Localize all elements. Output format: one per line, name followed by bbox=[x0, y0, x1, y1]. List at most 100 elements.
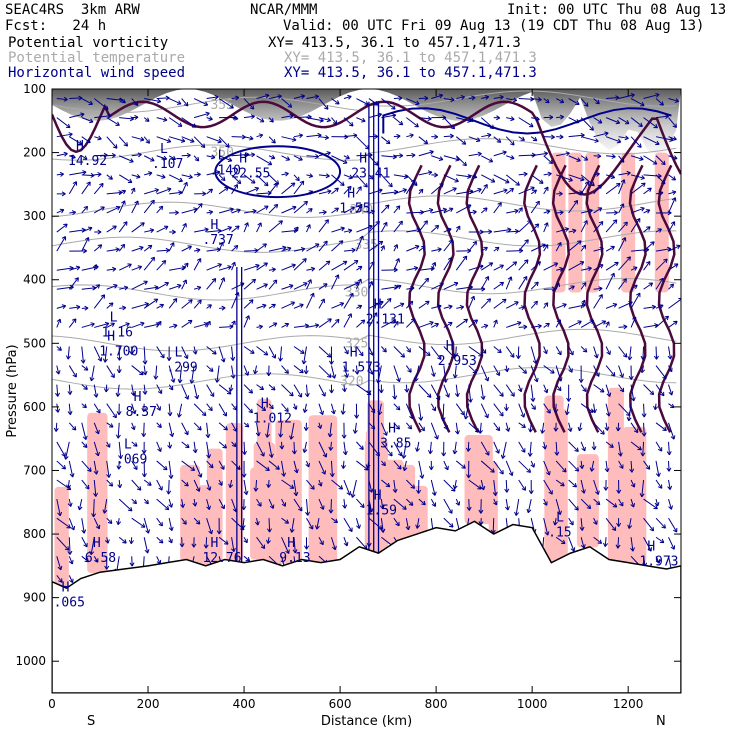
wind-arrow-head bbox=[162, 155, 168, 161]
wind-arrow-head bbox=[428, 207, 434, 213]
wind-arrow-head bbox=[661, 524, 666, 529]
wind-arrow bbox=[78, 498, 83, 510]
wind-arrow-head bbox=[344, 373, 349, 378]
wind-arrow bbox=[568, 240, 582, 252]
wind-arrow-head bbox=[567, 427, 573, 432]
wind-arrow bbox=[306, 95, 319, 100]
wind-arrow bbox=[118, 498, 133, 512]
wind-arrow bbox=[331, 260, 348, 271]
wind-arrow-head bbox=[307, 279, 312, 284]
wind-arrow bbox=[655, 384, 665, 397]
wind-arrow bbox=[580, 346, 588, 353]
wind-arrow bbox=[443, 282, 459, 290]
wind-arrow-head bbox=[345, 154, 350, 160]
wind-arrow-head bbox=[386, 297, 392, 303]
wind-arrow bbox=[318, 174, 330, 177]
wind-arrow-head bbox=[289, 484, 295, 489]
wind-arrow-head bbox=[61, 464, 67, 470]
wind-arrow bbox=[443, 174, 459, 183]
wind-arrow bbox=[405, 518, 409, 530]
wind-arrow-head bbox=[612, 219, 618, 224]
wind-arrow bbox=[668, 117, 677, 128]
wind-arrow bbox=[144, 98, 161, 103]
wind-arrow-head bbox=[284, 369, 289, 374]
wind-arrow-head bbox=[600, 430, 605, 435]
wind-arrow-head bbox=[557, 242, 562, 247]
wind-arrow-head bbox=[178, 190, 183, 196]
wind-arrow-head bbox=[598, 286, 603, 292]
wind-arrow bbox=[81, 384, 88, 390]
wind-arrow-head bbox=[180, 503, 186, 508]
wind-arrow bbox=[243, 98, 255, 110]
wind-arrow bbox=[568, 346, 574, 356]
wind-arrow-head bbox=[619, 203, 625, 208]
wind-arrow-head bbox=[66, 484, 72, 489]
wind-arrow bbox=[143, 537, 149, 554]
wind-arrow-head bbox=[357, 203, 363, 209]
wind-arrow bbox=[193, 323, 208, 328]
wind-arrow bbox=[456, 174, 472, 178]
wind-arrow bbox=[580, 136, 599, 142]
wind-arrow-head bbox=[662, 426, 667, 432]
wind-arrow bbox=[593, 247, 604, 252]
wind-arrow-head bbox=[265, 433, 270, 438]
wind-arrow bbox=[256, 192, 272, 195]
wind-arrow-head bbox=[647, 187, 652, 192]
wind-arrow-head bbox=[321, 470, 326, 475]
wind-arrow-head bbox=[469, 117, 474, 123]
wind-arrow-head bbox=[520, 413, 526, 418]
wind-arrow bbox=[168, 518, 173, 531]
wind-arrow bbox=[181, 279, 187, 290]
wind-arrow-head bbox=[157, 320, 162, 326]
wind-arrow-head bbox=[595, 490, 600, 495]
wind-arrow bbox=[643, 384, 654, 395]
wind-arrow-head bbox=[57, 346, 62, 351]
wind-arrow-head bbox=[544, 222, 549, 227]
wind-arrow-head bbox=[539, 179, 544, 184]
wind-arrow-head bbox=[542, 445, 548, 450]
wind-arrow bbox=[318, 460, 326, 475]
extremum-value: 14.92 bbox=[68, 154, 107, 169]
extremum-marker: L bbox=[124, 438, 132, 453]
wind-arrow-head bbox=[657, 228, 662, 233]
wind-arrow-head bbox=[670, 221, 676, 226]
wind-arrow-head bbox=[478, 429, 483, 434]
wind-arrow-head bbox=[317, 482, 323, 487]
wind-arrow bbox=[593, 98, 600, 105]
wind-arrow bbox=[131, 98, 139, 106]
wind-arrow-head bbox=[83, 542, 88, 548]
wind-arrow-head bbox=[260, 544, 266, 550]
wind-arrow bbox=[643, 498, 658, 510]
wind-arrow bbox=[266, 422, 270, 438]
wind-arrow-head bbox=[560, 481, 565, 487]
wind-arrow bbox=[218, 479, 223, 486]
wind-arrow-head bbox=[416, 227, 421, 233]
wind-arrow bbox=[668, 298, 681, 309]
wind-arrow bbox=[568, 422, 572, 432]
wind-arrow bbox=[94, 136, 102, 140]
wind-arrow bbox=[329, 422, 332, 437]
wind-arrow-head bbox=[115, 121, 120, 126]
wind-arrow-head bbox=[488, 229, 493, 235]
wind-arrow-head bbox=[228, 483, 234, 489]
wind-arrow bbox=[480, 184, 488, 195]
wind-arrow-head bbox=[512, 97, 518, 103]
wind-arrow bbox=[306, 117, 324, 122]
wind-arrow-head bbox=[660, 391, 665, 397]
wind-arrow-head bbox=[326, 117, 331, 123]
wind-arrow bbox=[668, 479, 671, 490]
wind-arrow-head bbox=[290, 301, 296, 306]
y-tick-label: 100 bbox=[23, 82, 46, 96]
wind-arrow bbox=[668, 403, 675, 408]
wind-arrow-head bbox=[262, 303, 267, 309]
wind-arrow-head bbox=[441, 452, 447, 457]
wind-arrow-head bbox=[399, 302, 405, 308]
wind-arrow-head bbox=[526, 468, 532, 473]
wind-arrow bbox=[518, 173, 528, 176]
wind-arrow-head bbox=[142, 371, 148, 376]
wind-arrow bbox=[256, 304, 267, 309]
wind-arrow-head bbox=[229, 207, 234, 213]
wind-arrow bbox=[443, 228, 452, 233]
wind-arrow bbox=[543, 262, 558, 271]
wind-arrow-head bbox=[206, 320, 211, 326]
